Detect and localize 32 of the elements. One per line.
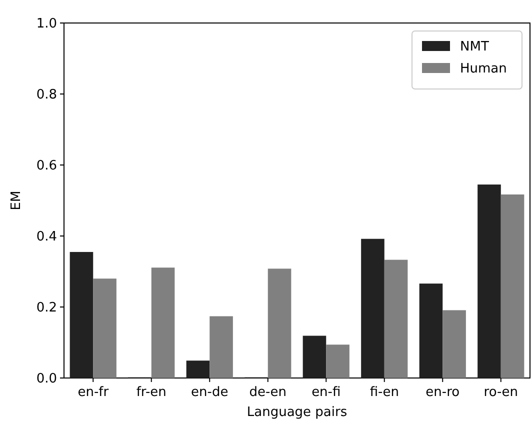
x-tick-label: en-de (191, 385, 228, 400)
bar (268, 268, 292, 378)
y-axis-title: EM (9, 190, 24, 210)
bar (210, 316, 233, 378)
x-tick-label: fi-en (370, 385, 399, 400)
bar (384, 260, 408, 378)
bar (151, 268, 175, 378)
x-axis-title: Language pairs (246, 405, 348, 420)
bar (186, 360, 210, 378)
bar (442, 310, 466, 378)
y-tick-label: 0.2 (36, 300, 57, 316)
bar (93, 278, 116, 378)
x-tick-label: en-ro (426, 385, 460, 400)
bar (326, 344, 350, 378)
bar (70, 252, 94, 378)
x-tick-label: fr-en (136, 385, 166, 400)
y-tick-label: 0.6 (36, 158, 57, 174)
x-tick-label: en-fi (312, 385, 341, 400)
bar (302, 336, 326, 378)
y-tick-label: 0.8 (36, 88, 57, 103)
legend-label: Human (460, 62, 507, 77)
bar (361, 238, 384, 378)
y-tick-label: 0.0 (36, 372, 57, 387)
legend-label: NMT (460, 40, 489, 55)
bar (419, 284, 443, 378)
bar (478, 184, 501, 378)
x-tick-label: en-fr (78, 385, 110, 400)
y-tick-label: 0.4 (36, 230, 57, 245)
x-tick-label: ro-en (484, 385, 518, 400)
bar (500, 194, 524, 378)
x-tick-label: de-en (249, 385, 286, 400)
y-tick-label: 1.0 (36, 16, 57, 32)
